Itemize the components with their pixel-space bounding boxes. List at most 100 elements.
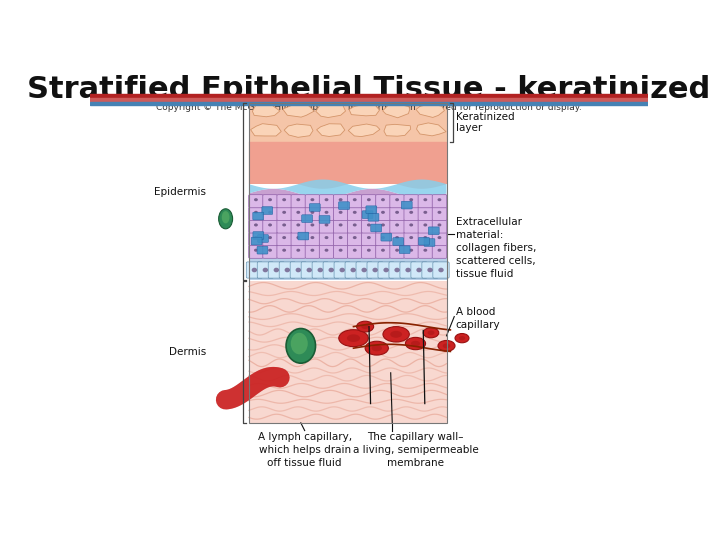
FancyBboxPatch shape [361,220,376,233]
Ellipse shape [367,211,371,214]
Ellipse shape [339,330,368,347]
FancyBboxPatch shape [279,262,295,278]
FancyBboxPatch shape [368,213,379,221]
FancyBboxPatch shape [348,195,362,208]
Ellipse shape [381,224,385,226]
FancyBboxPatch shape [319,195,334,208]
Bar [249,165,446,177]
Ellipse shape [423,198,427,201]
Ellipse shape [395,224,399,226]
Ellipse shape [395,236,399,239]
Ellipse shape [372,345,382,352]
Ellipse shape [338,236,343,239]
FancyBboxPatch shape [277,207,292,220]
FancyBboxPatch shape [348,207,362,220]
Ellipse shape [367,249,371,252]
Text: Copyright © The McGraw-Hill Companies, Inc. Permission required for reproduction: Copyright © The McGraw-Hill Companies, I… [156,103,582,112]
Ellipse shape [383,327,409,342]
Ellipse shape [353,249,356,252]
Ellipse shape [427,268,433,272]
FancyBboxPatch shape [277,233,292,246]
Ellipse shape [338,198,343,201]
Ellipse shape [297,224,300,226]
FancyBboxPatch shape [302,215,312,222]
FancyBboxPatch shape [345,262,361,278]
Ellipse shape [409,249,413,252]
Polygon shape [249,142,446,189]
Ellipse shape [395,198,399,201]
Text: A blood
capillary: A blood capillary [456,307,500,330]
Ellipse shape [416,268,422,272]
Text: Extracellular
material:
collagen fibers,
scattered cells,
tissue fluid: Extracellular material: collagen fibers,… [456,217,536,280]
Ellipse shape [318,268,323,272]
Ellipse shape [282,236,286,239]
FancyBboxPatch shape [333,207,348,220]
FancyBboxPatch shape [291,220,305,233]
Bar [249,142,446,184]
FancyBboxPatch shape [393,238,404,245]
Polygon shape [417,123,446,136]
FancyBboxPatch shape [305,233,320,246]
FancyBboxPatch shape [376,245,390,258]
Bar [249,143,446,155]
FancyBboxPatch shape [263,245,277,258]
Ellipse shape [252,268,257,272]
Ellipse shape [268,211,272,214]
Ellipse shape [282,211,286,214]
FancyBboxPatch shape [305,207,320,220]
FancyBboxPatch shape [401,201,412,209]
FancyBboxPatch shape [301,262,318,278]
Ellipse shape [381,236,385,239]
Ellipse shape [443,343,450,348]
FancyBboxPatch shape [390,220,405,233]
Ellipse shape [423,328,438,338]
Bar [90,98,648,101]
Ellipse shape [286,328,315,363]
FancyBboxPatch shape [298,232,309,240]
Ellipse shape [310,211,315,214]
Text: Epidermis: Epidermis [154,187,206,197]
FancyBboxPatch shape [361,207,376,220]
FancyBboxPatch shape [251,237,262,245]
Ellipse shape [310,236,315,239]
Text: The capillary wall–
a living, semipermeable
membrane: The capillary wall– a living, semipermea… [353,432,478,469]
Ellipse shape [361,324,369,329]
FancyBboxPatch shape [390,195,405,208]
FancyBboxPatch shape [348,233,362,246]
FancyBboxPatch shape [432,233,446,246]
Text: A lymph capillary,
which helps drain
off tissue fluid: A lymph capillary, which helps drain off… [258,432,352,469]
FancyBboxPatch shape [291,195,305,208]
Ellipse shape [254,236,258,239]
Ellipse shape [325,236,328,239]
FancyBboxPatch shape [404,195,418,208]
Ellipse shape [328,268,334,272]
Ellipse shape [282,224,286,226]
Ellipse shape [423,236,427,239]
FancyBboxPatch shape [404,233,418,246]
Ellipse shape [409,198,413,201]
FancyBboxPatch shape [418,207,433,220]
Ellipse shape [423,224,427,226]
Ellipse shape [291,333,307,354]
FancyBboxPatch shape [291,233,305,246]
FancyBboxPatch shape [366,206,377,213]
FancyBboxPatch shape [361,195,376,208]
Ellipse shape [307,268,312,272]
Ellipse shape [297,236,300,239]
Polygon shape [284,124,313,137]
FancyBboxPatch shape [263,233,277,246]
Bar [249,258,446,280]
Ellipse shape [338,224,343,226]
Ellipse shape [405,338,426,350]
Ellipse shape [372,268,378,272]
FancyBboxPatch shape [376,233,390,246]
FancyBboxPatch shape [433,262,449,278]
Ellipse shape [428,330,434,335]
Ellipse shape [381,198,385,201]
Bar [249,153,446,165]
Ellipse shape [254,224,258,226]
Ellipse shape [268,224,272,226]
FancyBboxPatch shape [411,262,427,278]
Ellipse shape [459,336,465,340]
Ellipse shape [268,198,272,201]
